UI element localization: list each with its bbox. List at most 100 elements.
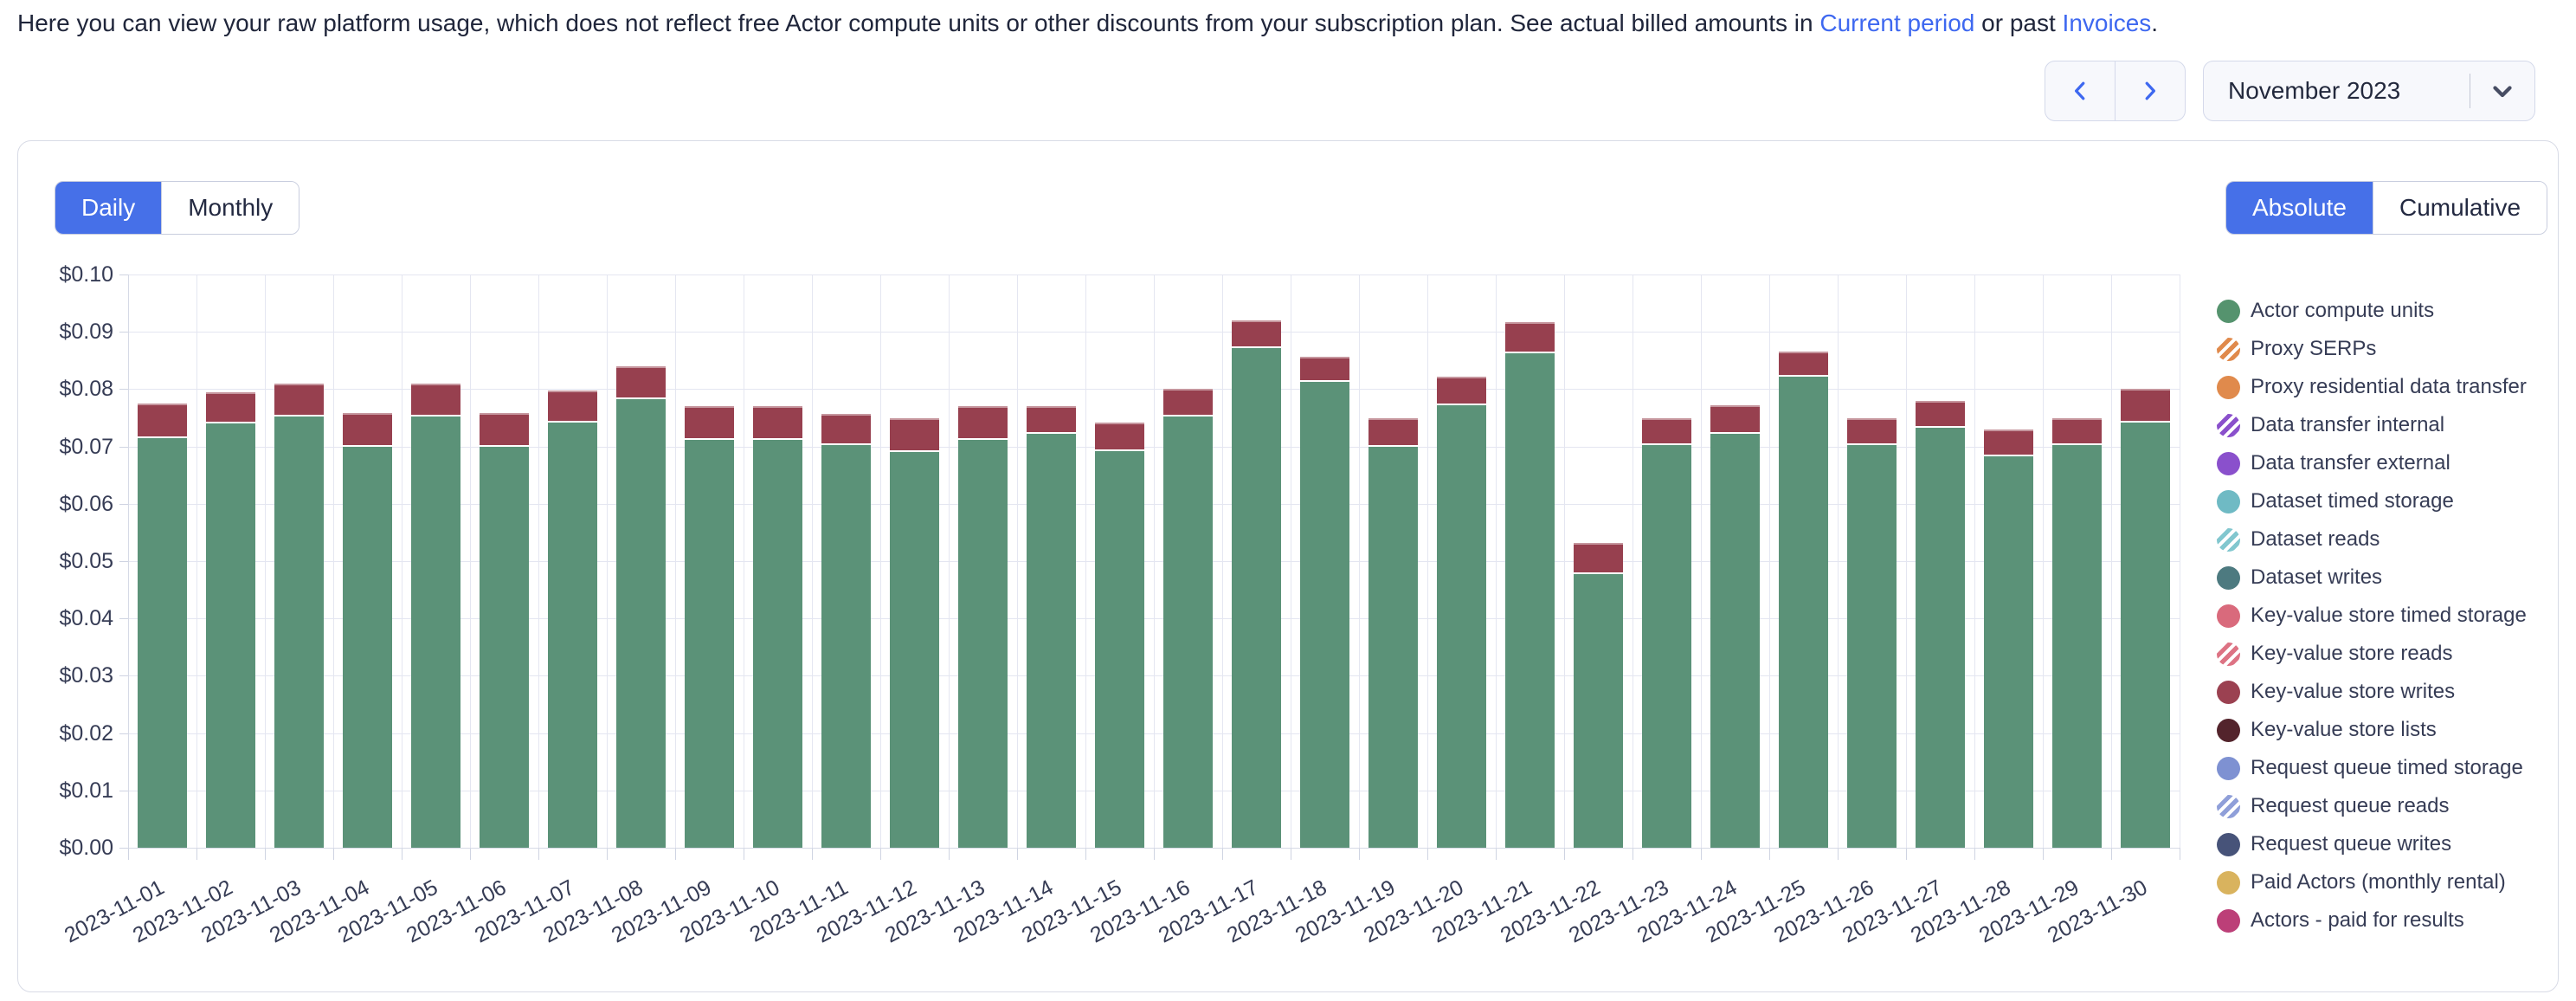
legend-swatch-icon xyxy=(2217,794,2240,818)
bar-segment-key-value-store-writes[interactable] xyxy=(1095,422,1144,449)
legend-item-proxy-serps[interactable]: Proxy SERPs xyxy=(2217,330,2527,368)
bar-segment-actor-compute-units[interactable] xyxy=(2052,445,2102,848)
bar-segment-key-value-store-writes[interactable] xyxy=(1232,320,1281,346)
x-gridline xyxy=(1906,274,1907,848)
bar-segment-key-value-store-writes[interactable] xyxy=(753,406,802,438)
bar-segment-actor-compute-units[interactable] xyxy=(685,439,734,848)
bar-segment-key-value-store-writes[interactable] xyxy=(138,403,187,436)
legend-item-dataset-timed-storage[interactable]: Dataset timed storage xyxy=(2217,482,2527,520)
bar-segment-actor-compute-units[interactable] xyxy=(1300,382,1349,848)
bar-segment-key-value-store-writes[interactable] xyxy=(1779,352,1828,375)
bar-segment-key-value-store-writes[interactable] xyxy=(274,383,324,416)
bar-segment-actor-compute-units[interactable] xyxy=(1642,445,1691,848)
bar-segment-key-value-store-writes[interactable] xyxy=(958,406,1008,438)
bar-segment-key-value-store-writes[interactable] xyxy=(1505,321,1555,352)
bar-segment-key-value-store-writes[interactable] xyxy=(411,383,460,416)
y-tick xyxy=(119,446,128,448)
x-gridline xyxy=(1017,274,1018,848)
legend-item-request-queue-timed-storage[interactable]: Request queue timed storage xyxy=(2217,749,2527,787)
bar-segment-actor-compute-units[interactable] xyxy=(1368,446,1418,848)
y-tick xyxy=(119,332,128,333)
tab-absolute[interactable]: Absolute xyxy=(2226,182,2373,234)
bar-segment-actor-compute-units[interactable] xyxy=(1095,450,1144,848)
bar-segment-actor-compute-units[interactable] xyxy=(1574,574,1623,848)
x-tick xyxy=(1427,848,1428,860)
bar-segment-actor-compute-units[interactable] xyxy=(548,422,597,848)
bar-segment-actor-compute-units[interactable] xyxy=(1916,428,1965,848)
bar-segment-key-value-store-writes[interactable] xyxy=(890,417,939,451)
bar-segment-key-value-store-writes[interactable] xyxy=(1368,417,1418,445)
legend-item-request-queue-reads[interactable]: Request queue reads xyxy=(2217,787,2527,825)
bar-segment-key-value-store-writes[interactable] xyxy=(1916,400,1965,427)
legend-item-proxy-residential-data-transfer[interactable]: Proxy residential data transfer xyxy=(2217,368,2527,406)
bar-segment-key-value-store-writes[interactable] xyxy=(1300,356,1349,381)
bar-segment-key-value-store-writes[interactable] xyxy=(1574,542,1623,573)
tab-monthly[interactable]: Monthly xyxy=(161,182,299,234)
link-invoices[interactable]: Invoices xyxy=(2062,10,2152,36)
bar-segment-actor-compute-units[interactable] xyxy=(890,452,939,848)
legend-item-actor-compute-units[interactable]: Actor compute units xyxy=(2217,292,2527,330)
bar-segment-actor-compute-units[interactable] xyxy=(1232,347,1281,848)
bar-segment-key-value-store-writes[interactable] xyxy=(616,365,666,397)
bar-segment-actor-compute-units[interactable] xyxy=(821,445,871,848)
bar-segment-actor-compute-units[interactable] xyxy=(958,439,1008,848)
bar-segment-actor-compute-units[interactable] xyxy=(343,446,392,848)
bar-segment-key-value-store-writes[interactable] xyxy=(1437,376,1486,404)
bar-segment-actor-compute-units[interactable] xyxy=(1437,404,1486,848)
legend-item-key-value-store-reads[interactable]: Key-value store reads xyxy=(2217,635,2527,673)
bar-segment-key-value-store-writes[interactable] xyxy=(1710,404,1760,433)
legend-item-key-value-store-lists[interactable]: Key-value store lists xyxy=(2217,711,2527,749)
legend-item-request-queue-writes[interactable]: Request queue writes xyxy=(2217,825,2527,863)
y-tick xyxy=(119,618,128,620)
bar-segment-actor-compute-units[interactable] xyxy=(1710,434,1760,848)
tab-cumulative[interactable]: Cumulative xyxy=(2372,182,2547,234)
prev-month-button[interactable] xyxy=(2045,61,2116,120)
bar-segment-actor-compute-units[interactable] xyxy=(1984,455,2033,848)
bar-segment-actor-compute-units[interactable] xyxy=(616,398,666,848)
bar-segment-actor-compute-units[interactable] xyxy=(2121,422,2170,848)
bar-segment-actor-compute-units[interactable] xyxy=(480,446,529,848)
legend-item-actors-paid-for-results[interactable]: Actors - paid for results xyxy=(2217,901,2527,940)
bar-segment-key-value-store-writes[interactable] xyxy=(2052,417,2102,444)
legend-item-dataset-writes[interactable]: Dataset writes xyxy=(2217,559,2527,597)
bar-segment-actor-compute-units[interactable] xyxy=(138,437,187,848)
bar-segment-key-value-store-writes[interactable] xyxy=(480,413,529,445)
next-month-button[interactable] xyxy=(2116,61,2185,120)
y-axis-line xyxy=(128,274,129,848)
legend-item-data-transfer-external[interactable]: Data transfer external xyxy=(2217,444,2527,482)
bar-segment-key-value-store-writes[interactable] xyxy=(343,413,392,445)
bar-segment-actor-compute-units[interactable] xyxy=(274,417,324,848)
x-tick xyxy=(1496,848,1497,860)
bar-segment-key-value-store-writes[interactable] xyxy=(1027,406,1076,433)
legend-swatch-icon xyxy=(2217,756,2240,780)
granularity-toggle: Daily Monthly xyxy=(55,181,300,235)
legend-item-data-transfer-internal[interactable]: Data transfer internal xyxy=(2217,406,2527,444)
bar-segment-actor-compute-units[interactable] xyxy=(1779,376,1828,848)
bar-segment-key-value-store-writes[interactable] xyxy=(2121,389,2170,421)
bar-segment-key-value-store-writes[interactable] xyxy=(821,413,871,444)
legend-item-dataset-reads[interactable]: Dataset reads xyxy=(2217,520,2527,559)
bar-segment-key-value-store-writes[interactable] xyxy=(548,391,597,421)
period-selector[interactable]: November 2023 xyxy=(2203,61,2535,121)
bar-segment-actor-compute-units[interactable] xyxy=(1027,434,1076,848)
tab-daily[interactable]: Daily xyxy=(55,182,162,234)
bar-segment-key-value-store-writes[interactable] xyxy=(1984,429,2033,455)
bar-segment-actor-compute-units[interactable] xyxy=(1505,353,1555,848)
y-axis-label: $0.09 xyxy=(59,320,113,345)
legend-item-key-value-store-timed-storage[interactable]: Key-value store timed storage xyxy=(2217,597,2527,635)
legend-item-key-value-store-writes[interactable]: Key-value store writes xyxy=(2217,673,2527,711)
link-current-period[interactable]: Current period xyxy=(1819,10,1975,36)
x-tick xyxy=(607,848,608,860)
bar-segment-actor-compute-units[interactable] xyxy=(1163,417,1213,848)
legend-swatch-icon xyxy=(2217,642,2240,666)
bar-segment-actor-compute-units[interactable] xyxy=(411,417,460,848)
bar-segment-key-value-store-writes[interactable] xyxy=(1847,417,1897,444)
bar-segment-actor-compute-units[interactable] xyxy=(1847,445,1897,848)
bar-segment-actor-compute-units[interactable] xyxy=(206,423,255,848)
bar-segment-key-value-store-writes[interactable] xyxy=(206,391,255,423)
bar-segment-actor-compute-units[interactable] xyxy=(753,439,802,848)
bar-segment-key-value-store-writes[interactable] xyxy=(1163,389,1213,416)
bar-segment-key-value-store-writes[interactable] xyxy=(685,406,734,438)
legend-item-paid-actors-monthly-rental-[interactable]: Paid Actors (monthly rental) xyxy=(2217,863,2527,901)
bar-segment-key-value-store-writes[interactable] xyxy=(1642,417,1691,444)
